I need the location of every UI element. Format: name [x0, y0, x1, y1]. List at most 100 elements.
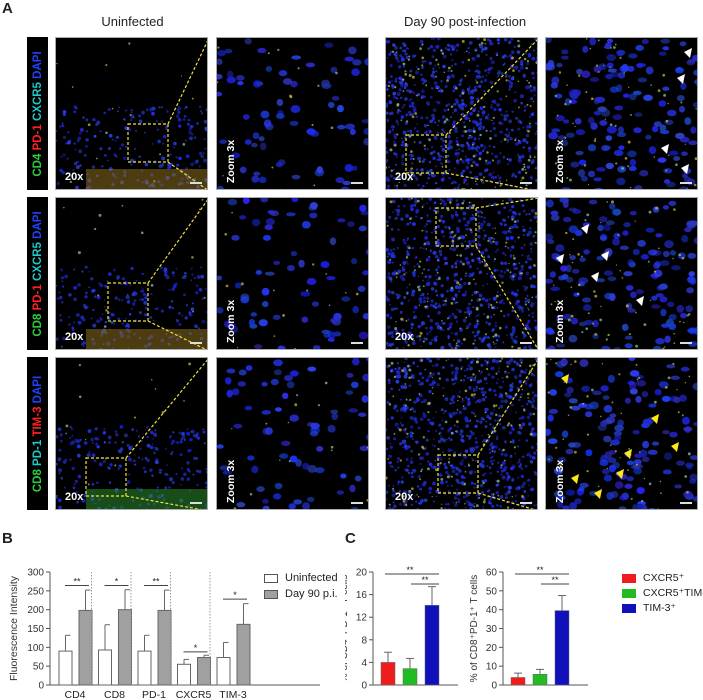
y-tick: 150	[27, 624, 44, 635]
legend-item-0: CXCR5⁺	[622, 572, 684, 584]
y-tick: 10	[486, 662, 498, 673]
significance-marker: *	[194, 643, 198, 653]
magnification-label: 20x	[65, 171, 84, 183]
significance-marker: *	[115, 577, 119, 587]
zoom-label: Zoom 3x	[554, 459, 566, 503]
scale-bar	[520, 182, 532, 184]
y-tick: 50	[33, 662, 45, 673]
legend-label: CXCR5⁺	[643, 572, 685, 584]
significance-marker: **	[536, 565, 544, 575]
micrograph-row1-uninfected-20x: 20x	[55, 37, 208, 190]
chart-c-cd8: 0 10 20 30 40 50 60 % of CD8⁺PD-1⁺ T cells ** **	[470, 565, 588, 692]
bar-tim-3-uninfected	[216, 657, 231, 686]
zoom-region-box	[435, 207, 477, 247]
bar-0	[380, 662, 396, 686]
stain-cd4: CD4	[31, 153, 44, 177]
legend-swatch	[264, 573, 278, 583]
y-tick: 16	[356, 590, 368, 601]
scale-bar	[190, 182, 202, 184]
y-tick: 40	[486, 605, 498, 616]
stain-pd-1: PD-1	[31, 283, 44, 314]
stain-cxcr5: CXCR5	[31, 241, 44, 284]
legend-item-1: CXCR5⁺TIM-3⁺	[622, 587, 703, 599]
stain-cd8: CD8	[31, 468, 44, 492]
scale-bar	[351, 182, 363, 184]
arrowhead-marker	[591, 272, 599, 282]
magnification-label: 20x	[65, 491, 84, 503]
stain-tim-3: TIM-3	[31, 406, 44, 440]
legend-swatch	[622, 603, 636, 613]
y-tick: 20	[356, 568, 368, 579]
y-tick: 200	[27, 605, 44, 616]
column-title-uninfected: Uninfected	[101, 14, 164, 29]
arrowhead-marker	[571, 474, 579, 484]
stain-dapi: DAPI	[31, 375, 44, 407]
bar-1	[402, 668, 418, 686]
magnification-label: 20x	[395, 171, 414, 183]
bar-cxcr5-day90	[197, 657, 211, 686]
zoom-region-box	[437, 454, 479, 494]
x-tick-cd4: CD4	[64, 689, 85, 700]
micrograph-row1-day90-20x: 20x	[385, 37, 538, 190]
y-tick: 60	[486, 568, 498, 579]
arrowhead-marker	[684, 48, 692, 58]
y-tick: 8	[361, 635, 367, 646]
scale-bar	[520, 342, 532, 344]
arrowhead-marker	[616, 469, 624, 479]
bar-0	[510, 677, 526, 686]
significance-marker: *	[233, 590, 237, 600]
x-tick-cd8: CD8	[104, 689, 125, 700]
panel-letter-a: A	[2, 0, 13, 17]
zoom-region-box	[405, 134, 447, 174]
legend-item-2: TIM-3⁺	[622, 602, 676, 614]
significance-marker: **	[73, 577, 81, 587]
zoom-label: Zoom 3x	[225, 139, 237, 183]
arrowhead-marker	[594, 489, 602, 499]
stain-dapi: DAPI	[31, 210, 44, 242]
scale-bar	[190, 342, 202, 344]
y-axis-label: % of CD8⁺PD-1⁺ T cells	[470, 575, 480, 682]
panel-letter-b: B	[2, 530, 13, 547]
y-axis-label: Fluorescence Intensity	[8, 575, 20, 681]
x-tick-pd-1: PD-1	[142, 689, 166, 700]
stain-dapi: DAPI	[31, 50, 44, 82]
zoom-label: Zoom 3x	[554, 139, 566, 183]
scale-bar	[351, 342, 363, 344]
magnification-label: 20x	[395, 491, 414, 503]
chart-b-fluorescence-intensity: 0 50 100 150 200 250 300 Fluorescence Intensity…	[8, 568, 320, 700]
stain-label-row-3: CD8 PD-1 TIM-3 DAPI	[27, 357, 48, 510]
y-tick: 100	[27, 643, 44, 654]
bar-cd8-uninfected	[98, 649, 112, 686]
legend-label: CXCR5⁺TIM-3⁺	[643, 587, 703, 599]
y-tick: 0	[491, 681, 497, 692]
bar-cd8-day90	[118, 609, 132, 686]
y-tick: 4	[361, 658, 367, 669]
significance-marker: **	[152, 577, 160, 587]
stain-pd-1: PD-1	[31, 123, 44, 154]
arrowhead-marker	[661, 144, 669, 154]
y-tick: 300	[27, 568, 44, 579]
zoom-region-box	[127, 123, 169, 163]
arrowhead-marker	[681, 164, 689, 174]
y-tick: 30	[486, 624, 498, 635]
bar-2	[554, 610, 570, 686]
scale-bar	[680, 342, 692, 344]
column-title-day90: Day 90 post-infection	[403, 14, 527, 29]
bar-cd4-uninfected	[58, 650, 73, 686]
micrograph-row2-day90-20x: 20x	[385, 197, 538, 350]
micrograph-row2-uninfected-zoom: Zoom 3x	[216, 197, 369, 350]
micrograph-row3-day90-20x: 20x	[385, 357, 538, 510]
significance-marker: **	[421, 575, 429, 585]
micrograph-row1-uninfected-zoom: Zoom 3x	[216, 37, 369, 190]
stain-cd8: CD8	[31, 313, 44, 337]
significance-marker: **	[551, 575, 559, 585]
micrograph-row3-uninfected-zoom: Zoom 3x	[216, 357, 369, 510]
zoom-label: Zoom 3x	[225, 459, 237, 503]
legend-label: Day 90 p.i.	[285, 588, 338, 600]
arrowhead-marker	[556, 254, 564, 264]
magnification-label: 20x	[65, 331, 84, 343]
chart-c-cd4: 0 4 8 12 16 20 % of CD4⁺PD-1⁺ T cells ** **	[345, 565, 458, 692]
zoom-label: Zoom 3x	[225, 299, 237, 343]
bar-pd-1-uninfected	[137, 650, 152, 686]
bar-pd-1-day90	[157, 609, 172, 686]
